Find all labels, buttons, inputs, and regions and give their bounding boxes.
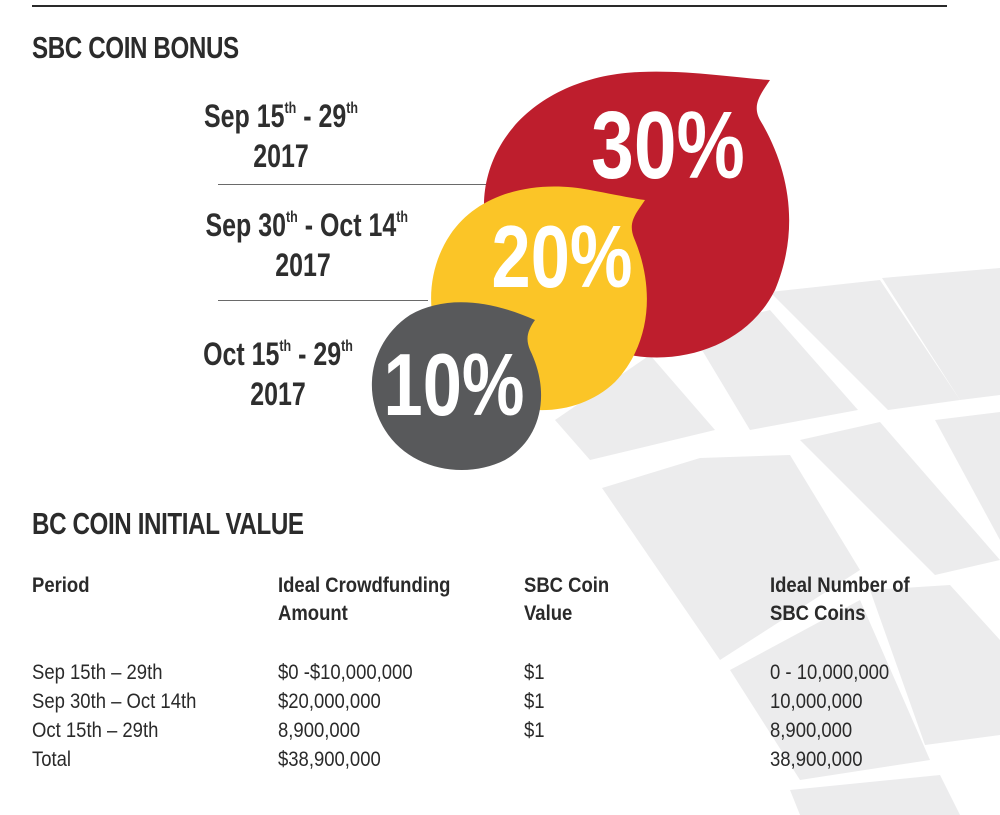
value-column: $1 $1 $1 (524, 658, 545, 774)
period-column: Sep 15th – 29th Sep 30th – Oct 14th Oct … (32, 658, 196, 774)
table-cell: $38,900,000 (278, 748, 381, 771)
table-cell: Total (32, 748, 72, 771)
top-rule (32, 5, 947, 7)
bg-tile (800, 422, 1000, 575)
bonus-label-20: 20% (492, 207, 633, 305)
header-amount: Ideal Crowdfunding Amount (278, 574, 451, 625)
table-cell: Sep 15th – 29th (32, 661, 163, 684)
table-cell: Oct 15th – 29th (32, 719, 159, 742)
bg-tile (870, 585, 1000, 745)
table-cell (524, 745, 545, 774)
table-cell: 8,900,000 (278, 719, 361, 742)
bonus-section-title: SBC COIN BONUS (32, 30, 239, 65)
table-cell: $1 (524, 719, 545, 742)
bg-tile (790, 775, 960, 815)
table-cell: Sep 30th – Oct 14th (32, 690, 197, 713)
table-cell: $1 (524, 661, 545, 684)
table-cell: $20,000,000 (278, 690, 381, 713)
header-coins: Ideal Number of SBC Coins (770, 574, 910, 625)
table-cell: 38,900,000 (770, 748, 863, 771)
bg-tile (730, 600, 930, 780)
bg-tile (602, 455, 860, 660)
bg-tile (770, 280, 960, 410)
header-period: Period (32, 574, 90, 597)
bonus-drop-10 (371, 302, 542, 470)
table-cell: 8,900,000 (770, 719, 853, 742)
bonus-period-1: Sep 15th - 29th 2017 (203, 98, 358, 174)
table-cell: 10,000,000 (770, 690, 863, 713)
table-cell: 0 - 10,000,000 (770, 661, 890, 684)
table-cell: $1 (524, 690, 545, 713)
bg-tile (690, 310, 858, 430)
bonus-period-3: Oct 15th - 29th 2017 (203, 336, 353, 412)
value-section-title: BC COIN INITIAL VALUE (32, 506, 304, 541)
bonus-divider-2 (218, 300, 428, 301)
header-value: SBC Coin Value (524, 574, 610, 625)
bonus-label-30: 30% (591, 92, 745, 199)
bonus-label-10: 10% (384, 335, 525, 433)
bg-tile (935, 412, 1000, 540)
bonus-period-2: Sep 30th - Oct 14th 2017 (205, 207, 409, 283)
bg-tile (882, 268, 1000, 400)
bg-tile (555, 355, 715, 460)
bonus-divider-1 (218, 184, 486, 185)
coins-column: 0 - 10,000,000 10,000,000 8,900,000 38,9… (770, 658, 889, 774)
amount-column: $0 -$10,000,000 $20,000,000 8,900,000 $3… (278, 658, 413, 774)
table-cell: $0 -$10,000,000 (278, 661, 413, 684)
